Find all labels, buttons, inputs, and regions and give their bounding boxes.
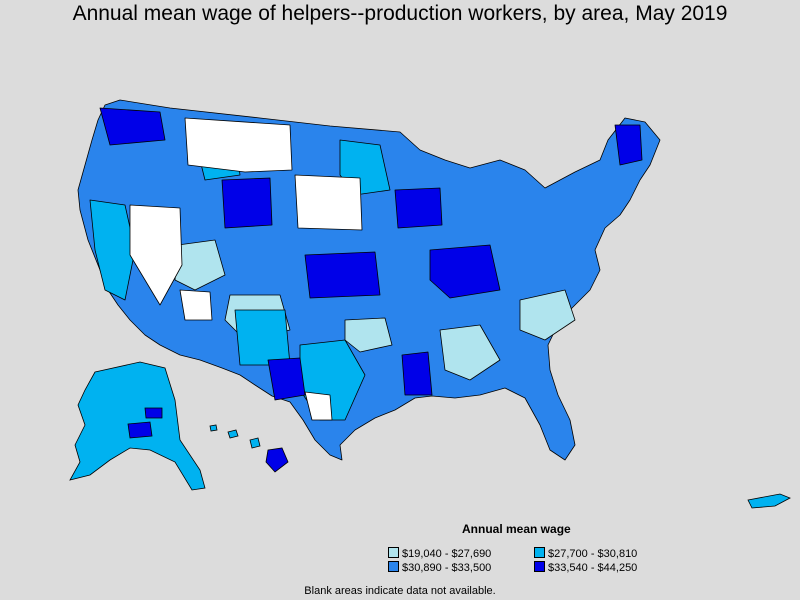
- alaska: [69, 361, 206, 491]
- region-blank-texas-south: [304, 391, 333, 421]
- contiguous-us: [77, 99, 661, 461]
- region-high-wyoming: [221, 177, 273, 229]
- legend-swatch-3: [388, 561, 399, 572]
- footnote: Blank areas indicate data not available.: [304, 585, 496, 597]
- hawaii-oahu: [227, 429, 239, 439]
- legend-title: Annual mean wage: [462, 522, 571, 536]
- region-low-oklahoma: [344, 317, 393, 353]
- legend-swatch-2: [534, 547, 545, 558]
- hawaii-kauai: [209, 424, 218, 432]
- region-high-kansas: [304, 251, 381, 299]
- legend-item-4: $33,540 - $44,250: [534, 561, 637, 574]
- alaska-region-high: [127, 421, 153, 439]
- region-blank-nevada: [129, 204, 183, 306]
- region-blank-dakota: [294, 174, 363, 231]
- map-title: Annual mean wage of helpers--production …: [72, 2, 728, 25]
- legend-label-3: $30,890 - $33,500: [402, 562, 492, 574]
- puerto-rico: [747, 493, 791, 509]
- region-high-maine: [614, 124, 643, 166]
- alaska-region-high-2: [144, 407, 163, 419]
- legend-swatch-4: [534, 561, 545, 572]
- region-high-texas-west: [267, 357, 306, 401]
- legend-item-2: $27,700 - $30,810: [534, 547, 637, 560]
- region-low-south: [439, 324, 501, 381]
- region-mid-newmexico: [234, 309, 291, 366]
- region-high-washington: [99, 107, 166, 146]
- region-high-midwest: [429, 244, 501, 299]
- hawaii-big-island: [265, 447, 289, 473]
- region-blank-montana: [184, 117, 293, 173]
- legend-label-1: $19,040 - $27,690: [402, 548, 492, 560]
- legend-item-1: $19,040 - $27,690: [388, 547, 491, 560]
- legend-label-2: $27,700 - $30,810: [548, 548, 638, 560]
- legend-label-4: $33,540 - $44,250: [548, 562, 638, 574]
- hawaii: [209, 424, 289, 473]
- legend-item-3: $30,890 - $33,500: [388, 561, 491, 574]
- region-low-carolinas: [519, 289, 576, 341]
- region-high-wisconsin: [394, 187, 443, 229]
- legend-swatch-1: [388, 547, 399, 558]
- region-high-mississippi: [401, 351, 433, 396]
- region-mid-california: [89, 199, 136, 301]
- region-blank-arizona: [179, 289, 213, 321]
- puerto-rico-outline: [747, 493, 791, 509]
- hawaii-maui: [249, 437, 261, 449]
